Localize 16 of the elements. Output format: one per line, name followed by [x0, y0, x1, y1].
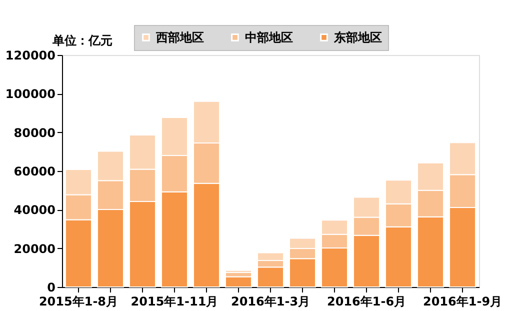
y-tick-label: 100000 [5, 87, 56, 102]
legend-label: 中部地区 [245, 30, 293, 44]
x-tick-label: 2015年1-8月 [38, 294, 118, 308]
y-axis-title: 单位：亿元 [52, 34, 112, 48]
y-tick-label: 40000 [14, 203, 56, 218]
y-tick-label: 0 [47, 280, 56, 294]
y-tick-label: 60000 [14, 164, 56, 178]
x-tick-label: 2016年1-6月 [326, 294, 406, 308]
legend-label: 东部地区 [333, 30, 382, 44]
legend-label: 西部地区 [155, 30, 204, 44]
x-tick-label: 2015年1-11月 [130, 294, 218, 308]
y-tick-label: 80000 [14, 126, 56, 140]
y-tick-label: 20000 [14, 242, 56, 256]
y-tick-label: 120000 [5, 48, 56, 62]
x-tick-label: 2016年1-3月 [230, 294, 310, 308]
x-tick-label: 2016年1-9月 [422, 294, 502, 308]
